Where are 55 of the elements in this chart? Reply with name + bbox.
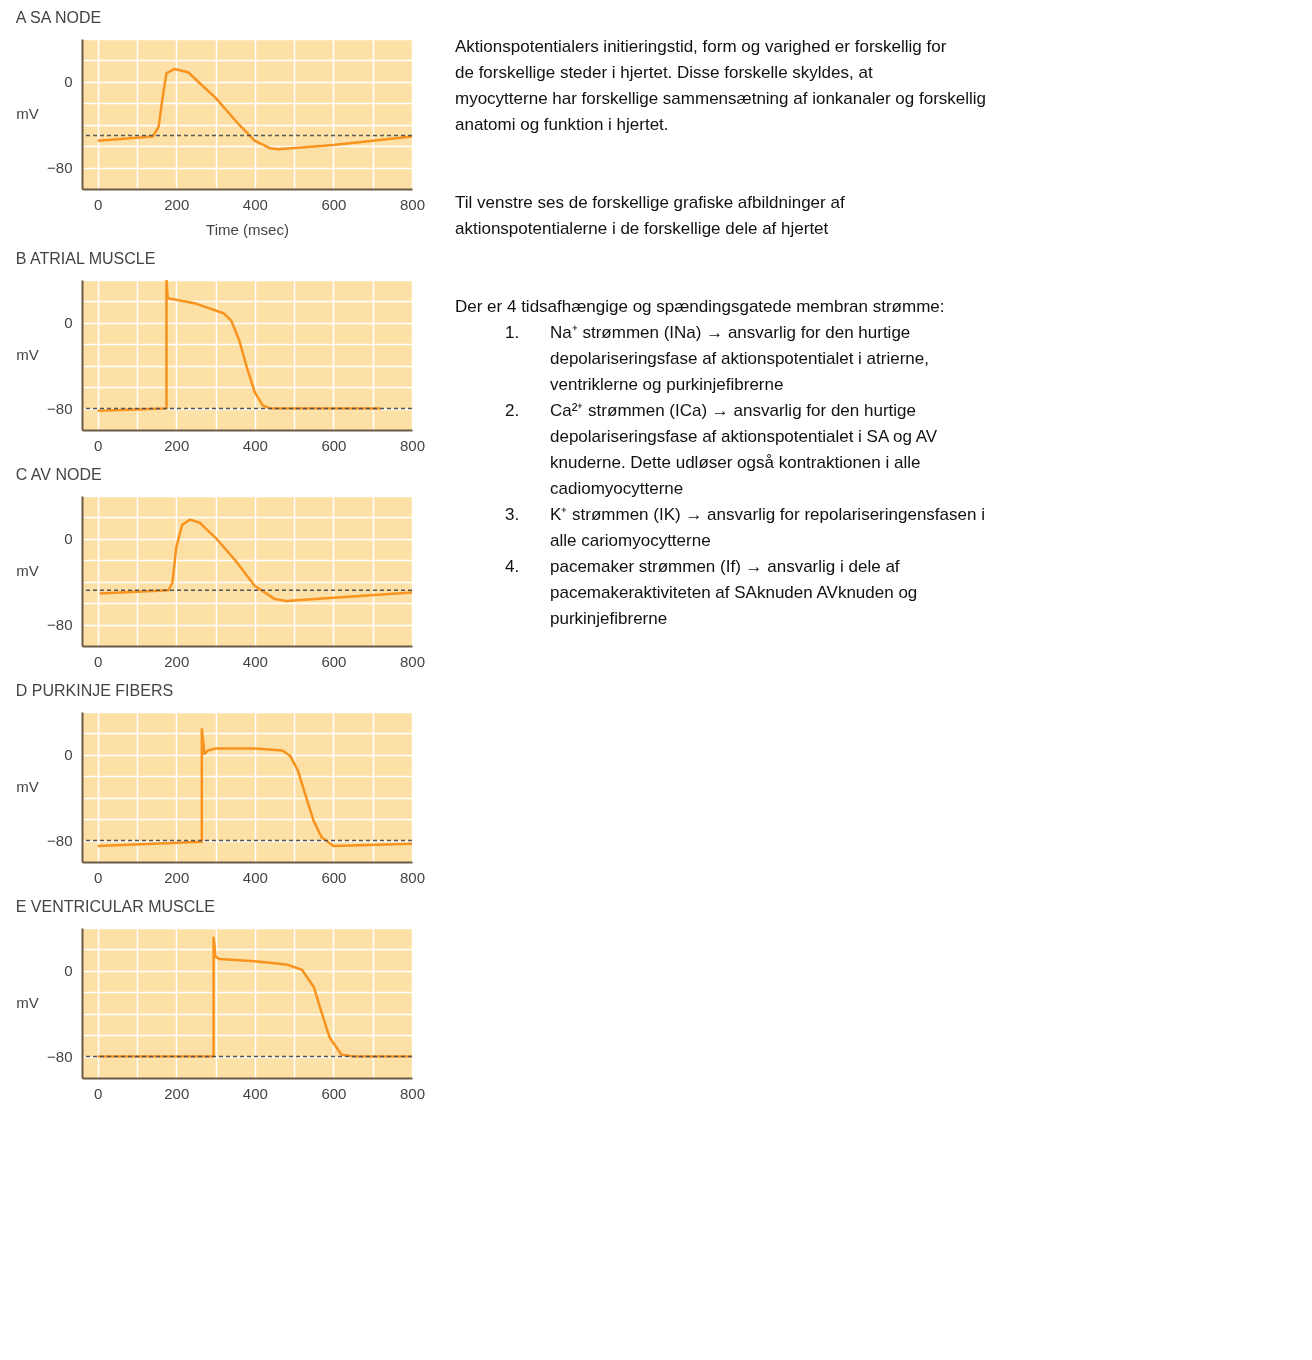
x-tick-label: 800 <box>399 195 426 213</box>
x-tick-label: 400 <box>242 1084 268 1102</box>
chart-title: B ATRIAL MUSCLE <box>15 250 156 267</box>
text: Til venstre ses de forskellige grafiske afbildninger af aktionspotentialerne i de forskellige dele af hjertet <box>455 193 845 238</box>
y-tick-label: −80 <box>47 1048 73 1066</box>
x-tick-label: 200 <box>164 652 190 670</box>
y-tick-label: −80 <box>47 616 73 634</box>
text: Der er 4 tidsafhængige og spændingsgatede membran strømme: <box>455 297 945 316</box>
y-tick-label: 0 <box>64 530 73 548</box>
x-tick-label: 600 <box>321 195 347 213</box>
x-tick-label: 800 <box>399 1084 426 1102</box>
y-axis-title: mV <box>16 561 39 579</box>
x-tick-label: 600 <box>321 1084 347 1102</box>
text: 2. Ca²⁺ strømmen (ICa) → ansvarlig for den hurtige depolariseringsfase af aktionspotentialet i SA og AV knuderne. Dette udløser også kontraktionen i alle cadiomyocytterne <box>505 401 938 498</box>
y-tick-label: 0 <box>64 962 73 980</box>
x-tick-label: 800 <box>399 436 426 454</box>
x-tick-label: 0 <box>94 868 103 886</box>
x-tick-label: 0 <box>94 436 103 454</box>
x-tick-label: 600 <box>321 436 347 454</box>
line-series <box>98 518 412 603</box>
x-tick-label: 200 <box>164 868 190 886</box>
x-tick-label: 0 <box>94 652 103 670</box>
chart-title: D PURKINJE FIBERS <box>15 682 174 699</box>
x-tick-label: 0 <box>94 1084 103 1102</box>
x-tick-label: 400 <box>242 868 268 886</box>
y-axis-title: mV <box>16 993 39 1011</box>
x-tick-label: 200 <box>164 1084 190 1102</box>
text: 4. pacemaker strømmen (If) → ansvarlig i dele af pacemakeraktiviteten af SAknuden AVknuden og purkinjefibrerne <box>505 557 918 628</box>
x-axis-title: Time (msec) <box>206 220 289 238</box>
y-tick-label: −80 <box>47 159 73 177</box>
chart-title: C AV NODE <box>15 466 102 483</box>
y-tick-label: 0 <box>64 746 73 764</box>
y-tick-label: −80 <box>47 832 73 850</box>
line-series <box>96 67 412 151</box>
x-tick-label: 200 <box>164 195 190 213</box>
x-tick-label: 200 <box>164 436 190 454</box>
x-tick-label: 600 <box>321 652 347 670</box>
y-tick-label: 0 <box>64 73 73 91</box>
x-tick-label: 400 <box>242 652 268 670</box>
x-tick-label: 800 <box>399 652 426 670</box>
line-series <box>96 727 412 848</box>
y-tick-label: −80 <box>47 400 73 418</box>
x-tick-label: 400 <box>242 436 268 454</box>
text: Aktionspotentialers initieringstid, form og varighed er forskellig for de forskellige steder i hjertet. Disse forskelle skyldes, at myocytterne har forskellige sammensætning af ionkanaler og forskellig anatomi og funktion i hjertet. <box>455 37 987 134</box>
text: 1. Na⁺ strømmen (INa) → ansvarlig for den hurtige depolariseringsfase af aktionspotentialet i atrierne, ventriklerne og purkinjefibrerne <box>505 323 929 394</box>
x-tick-label: 800 <box>399 868 426 886</box>
chart-title: A SA NODE <box>15 9 102 26</box>
chart-title: E VENTRICULAR MUSCLE <box>15 898 215 915</box>
x-tick-label: 0 <box>94 195 103 213</box>
x-tick-label: 400 <box>242 195 268 213</box>
y-axis-title: mV <box>16 777 39 795</box>
x-tick-label: 600 <box>321 868 347 886</box>
y-axis-title: mV <box>16 104 39 122</box>
y-tick-label: 0 <box>64 314 73 332</box>
y-axis-title: mV <box>16 345 39 363</box>
